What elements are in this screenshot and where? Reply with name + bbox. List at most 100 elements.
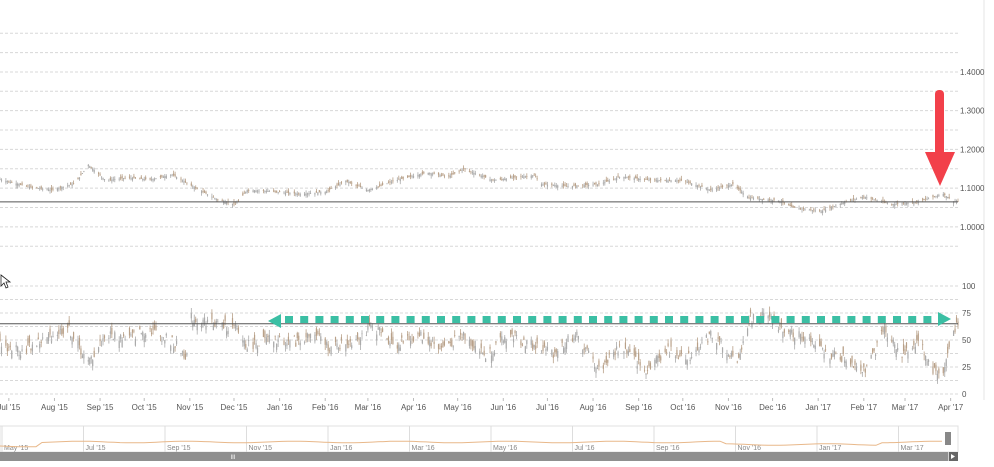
price-candle <box>361 187 363 189</box>
price-candle <box>67 185 69 187</box>
price-candle <box>471 172 473 174</box>
x-tick-label: Dec '16 <box>759 403 786 412</box>
oscillator-bar <box>782 331 784 339</box>
oscillator-bar <box>379 327 381 331</box>
x-tick-label: Apr '17 <box>938 403 964 412</box>
price-candle <box>61 187 63 190</box>
navigator-label: Nov '16 <box>738 445 762 452</box>
oscillator-bar <box>588 350 590 353</box>
oscillator-bar <box>685 359 687 365</box>
price-candle <box>401 176 403 179</box>
x-tick-label: Nov '15 <box>176 403 203 412</box>
price-candle <box>339 184 341 186</box>
price-candle <box>512 175 515 178</box>
oscillator-bar <box>40 341 42 344</box>
oscillator-bar <box>421 339 423 344</box>
price-candle <box>726 184 728 186</box>
price-candle <box>554 185 556 187</box>
price-candle <box>664 179 666 181</box>
x-tick-label: May '16 <box>444 403 472 412</box>
price-candle <box>841 203 843 205</box>
oscillator-bar <box>93 350 95 357</box>
oscillator-bar <box>368 317 370 326</box>
oscillator-bar <box>99 339 101 342</box>
oscillator-bar <box>223 322 225 328</box>
x-tick-label: Jul '15 <box>0 403 21 412</box>
oscillator-bar <box>627 351 629 355</box>
price-candle <box>646 178 649 180</box>
price-candle <box>330 188 332 189</box>
oscillator-tick-label: 50 <box>962 336 971 345</box>
navigator[interactable]: May '15 Jul '15 Sep '15 Nov '15 Jan '16 Mar '… <box>0 425 959 453</box>
oscillator-bar <box>274 335 276 337</box>
oscillator-bar <box>398 344 400 352</box>
oscillator-bar <box>649 363 652 369</box>
price-candle <box>371 188 373 191</box>
x-tick-label: Nov '16 <box>715 403 742 412</box>
price-candle <box>567 186 569 187</box>
oscillator-bar <box>876 340 878 343</box>
oscillator-bar <box>852 366 855 368</box>
navigator-handle[interactable] <box>945 432 951 445</box>
scrollbar[interactable]: III <box>0 452 958 461</box>
oscillator-bar <box>62 327 64 334</box>
x-tick-label: Oct '16 <box>670 403 696 412</box>
price-candle <box>623 176 625 179</box>
oscillator-bar <box>97 347 100 353</box>
oscillator-bar <box>5 340 7 346</box>
price-candle <box>657 180 659 183</box>
oscillator-bar <box>118 340 120 348</box>
scrollbar-thumb[interactable] <box>0 452 948 461</box>
price-candle <box>757 196 759 199</box>
oscillator-bar <box>396 345 398 349</box>
price-candle <box>676 180 678 182</box>
price-candle <box>377 186 379 188</box>
price-candle <box>308 193 310 195</box>
oscillator-bar <box>0 333 1 341</box>
price-candle <box>380 185 382 187</box>
price-candle <box>83 171 85 172</box>
oscillator-bar <box>143 336 145 343</box>
price-candle <box>788 203 790 206</box>
price-candle <box>439 174 441 177</box>
oscillator-bar <box>576 331 578 336</box>
teal-arrow-dash <box>786 316 795 323</box>
price-candle <box>674 180 677 182</box>
oscillator-bar <box>217 321 219 323</box>
oscillator-bar <box>109 331 111 334</box>
oscillator-bar <box>565 342 568 350</box>
price-candle <box>399 179 401 182</box>
price-candle <box>752 198 755 200</box>
oscillator-bar <box>203 317 206 325</box>
price-candle <box>936 195 938 197</box>
price-candle <box>492 179 494 181</box>
oscillator-bar <box>901 356 903 358</box>
price-candle <box>892 204 894 206</box>
oscillator-bar <box>432 339 434 341</box>
oscillator-bar <box>608 352 610 355</box>
oscillator-bar <box>554 349 556 353</box>
price-candle <box>206 194 209 196</box>
price-candle <box>47 189 50 191</box>
price-candle <box>449 175 451 178</box>
price-candle <box>886 203 888 204</box>
price-candle <box>526 176 528 177</box>
price-candle <box>523 176 525 179</box>
price-candle <box>707 189 709 191</box>
price-candle <box>933 196 936 198</box>
price-candle <box>586 183 588 185</box>
oscillator-bar <box>376 334 378 341</box>
oscillator-bar <box>667 343 669 347</box>
price-candle <box>114 179 116 181</box>
mouse-pointer-icon <box>0 274 12 289</box>
price-candle <box>103 179 106 180</box>
price-candle <box>636 176 638 179</box>
price-candle <box>442 173 444 176</box>
price-candle <box>720 186 722 188</box>
price-candle <box>6 181 8 182</box>
oscillator-bar <box>215 321 217 325</box>
oscillator-bar <box>701 341 703 343</box>
oscillator-bar <box>348 343 350 345</box>
oscillator-bar <box>70 336 72 339</box>
price-candle <box>698 185 700 187</box>
